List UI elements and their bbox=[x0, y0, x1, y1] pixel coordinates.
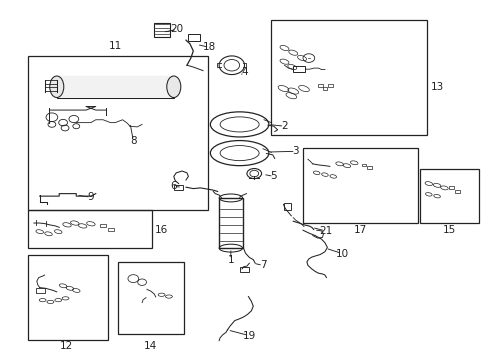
Text: 7: 7 bbox=[259, 260, 266, 270]
Bar bbox=[361, 163, 366, 166]
Text: 17: 17 bbox=[353, 225, 366, 235]
Bar bbox=[328, 84, 332, 87]
Text: 11: 11 bbox=[108, 41, 122, 50]
Bar bbox=[219, 198, 242, 248]
Bar bbox=[322, 87, 327, 90]
Text: 2: 2 bbox=[281, 121, 287, 131]
Text: 1: 1 bbox=[227, 255, 234, 265]
Bar bbox=[448, 186, 453, 189]
Bar bbox=[317, 84, 322, 87]
Text: 19: 19 bbox=[242, 330, 256, 341]
Bar bbox=[303, 148, 417, 223]
Text: 9: 9 bbox=[87, 192, 94, 202]
Ellipse shape bbox=[166, 76, 181, 98]
Bar bbox=[454, 190, 459, 193]
Bar bbox=[283, 203, 291, 211]
Text: 5: 5 bbox=[270, 171, 277, 181]
Text: 8: 8 bbox=[130, 136, 136, 145]
Text: 20: 20 bbox=[170, 24, 183, 35]
Bar bbox=[419, 169, 478, 223]
Ellipse shape bbox=[50, 76, 63, 98]
Text: 14: 14 bbox=[143, 341, 157, 351]
Bar bbox=[100, 224, 106, 227]
Bar bbox=[187, 34, 199, 41]
Bar bbox=[36, 288, 45, 293]
Bar bbox=[154, 23, 169, 37]
Bar bbox=[366, 166, 371, 169]
Bar bbox=[108, 228, 114, 231]
Text: 13: 13 bbox=[429, 82, 443, 92]
Bar bbox=[27, 56, 207, 211]
Bar bbox=[27, 255, 108, 339]
Bar bbox=[174, 185, 183, 190]
Bar bbox=[293, 66, 305, 72]
Bar bbox=[271, 21, 427, 135]
Text: 12: 12 bbox=[60, 341, 73, 351]
Text: 18: 18 bbox=[203, 42, 216, 52]
Text: 16: 16 bbox=[155, 225, 168, 235]
Bar bbox=[118, 262, 183, 334]
Bar bbox=[27, 211, 152, 248]
Text: 15: 15 bbox=[442, 225, 455, 235]
Text: 10: 10 bbox=[335, 248, 348, 258]
Text: 21: 21 bbox=[318, 226, 331, 236]
Bar bbox=[57, 76, 173, 98]
Bar bbox=[239, 267, 249, 272]
Text: 6: 6 bbox=[170, 181, 177, 192]
Bar bbox=[57, 76, 173, 98]
Text: 3: 3 bbox=[292, 146, 298, 156]
Text: 4: 4 bbox=[241, 67, 247, 77]
